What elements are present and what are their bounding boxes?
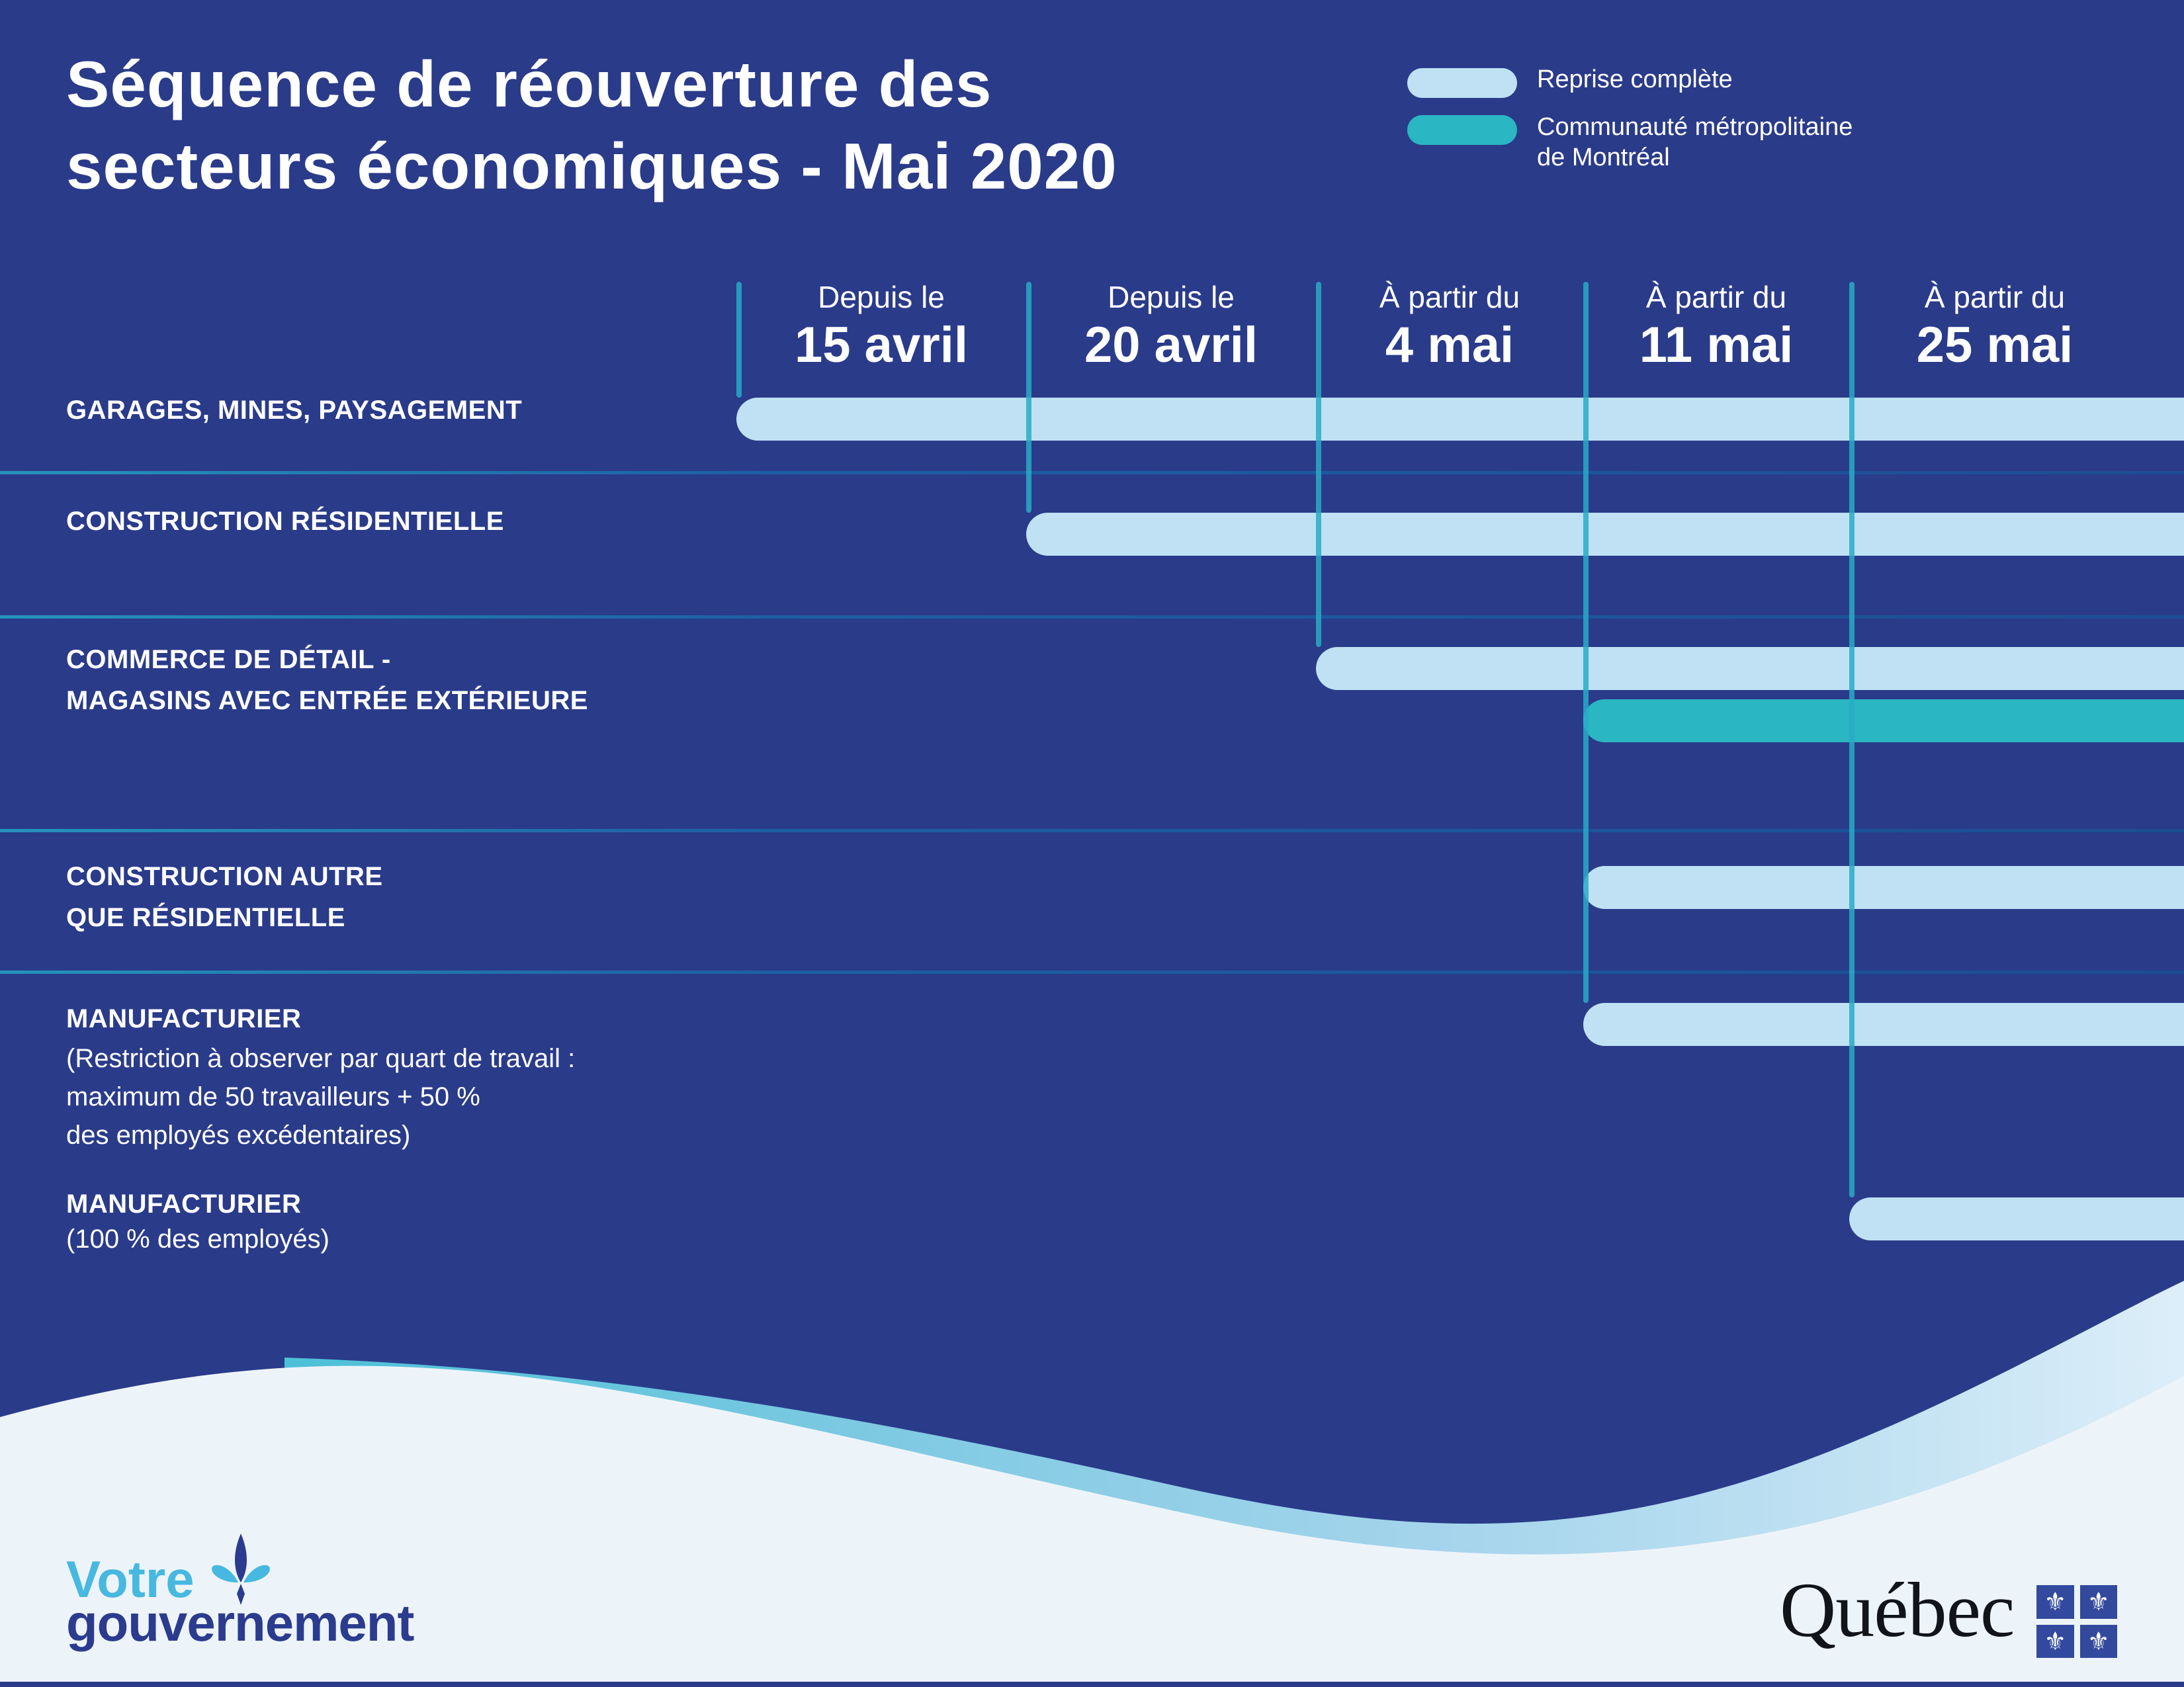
flag-square-fleur-icon: ⚜ [2079,1624,2117,1658]
gantt-bar-cmm [1583,699,2184,742]
legend-swatch-cmm [1407,115,1517,145]
row-label: MANUFACTURIER [66,1004,302,1033]
timeline-column-line [1316,282,1321,647]
timeline-column-prefix: À partir du [1924,280,2066,314]
gantt-bar [736,398,2184,441]
row-divider [0,471,2184,474]
fleur-de-lis-icon [212,1534,270,1605]
timeline-column-line [736,282,742,398]
timeline-column-header: Depuis le 15 avril [736,280,1026,374]
flag-square-fleur-icon: ⚜ [2036,1624,2074,1658]
gantt-bar [1583,866,2184,909]
timeline-column-date: 4 mai [1385,317,1514,373]
legend-label-cmm-line2: de Montréal [1537,144,1670,171]
gouvernement-wordmark: gouvernement [66,1594,414,1652]
legend-label-reprise-complete: Reprise complète [1537,65,1733,93]
timeline-column-line [1583,282,1589,1003]
row-sublabel: maximum de 50 travailleurs + 50 % [66,1082,480,1111]
row-divider [0,971,2184,974]
timeline-column-prefix: Depuis le [818,280,945,314]
page-title: Séquence de réouverture des secteurs écon… [66,48,1117,202]
row-sublabel: (Restriction à observer par quart de tra… [66,1044,576,1073]
timeline-column-prefix: Depuis le [1108,280,1235,314]
timeline-column-date: 25 mai [1916,317,2074,373]
timeline-column-date: 11 mai [1639,317,1794,373]
quebec-wordmark: Québec [1780,1567,2015,1653]
timeline-column-header: Depuis le 20 avril [1026,280,1316,374]
row-label: MANUFACTURIER [66,1190,302,1219]
timeline-column-date: 20 avril [1084,317,1258,373]
flag-square-fleur-icon: ⚜ [2036,1585,2074,1619]
wave-white [0,1365,2184,1687]
row-label: CONSTRUCTION RÉSIDENTIELLE [66,507,504,536]
row-label: QUE RÉSIDENTIELLE [66,903,345,932]
row-label: CONSTRUCTION AUTRE [66,862,383,891]
timeline-column-header: À partir du 4 mai [1316,280,1583,374]
legend-label-cmm-line1: Communauté métropolitaine [1537,113,1853,141]
timeline-column-line [1026,282,1031,513]
timeline-column-date: 15 avril [795,317,968,373]
row-label: COMMERCE DE DÉTAIL - [66,645,391,674]
row-divider [0,615,2184,619]
votre-wordmark: Votre [66,1550,195,1608]
legend-label-cmm: Communauté métropolitaine de Montréal [1537,112,1853,173]
row-sublabel: (100 % des employés) [66,1225,329,1254]
gantt-bar [1316,647,2184,690]
row-divider [0,829,2184,832]
timeline-column-header: À partir du 11 mai [1583,280,1849,374]
timeline-column-header: À partir du 25 mai [1849,280,2140,374]
gantt-bar [1849,1197,2184,1240]
flag-square-fleur-icon: ⚜ [2079,1585,2117,1619]
timeline-column-line [1849,282,1855,1197]
quebec-flag-icon: ⚜ ⚜ ⚜ ⚜ [2036,1585,2117,1658]
gantt-bar [1583,1003,2184,1046]
row-sublabel: des employés excédentaires) [66,1121,411,1150]
row-label: GARAGES, MINES, PAYSAGEMENT [66,396,523,425]
legend-swatch-reprise-complete [1407,68,1517,98]
timeline-column-prefix: À partir du [1379,280,1520,314]
timeline-column-prefix: À partir du [1645,280,1787,314]
gantt-bar [1026,513,2184,556]
bottom-border [0,1682,2184,1687]
row-label: MAGASINS AVEC ENTRÉE EXTÉRIEURE [66,686,588,715]
